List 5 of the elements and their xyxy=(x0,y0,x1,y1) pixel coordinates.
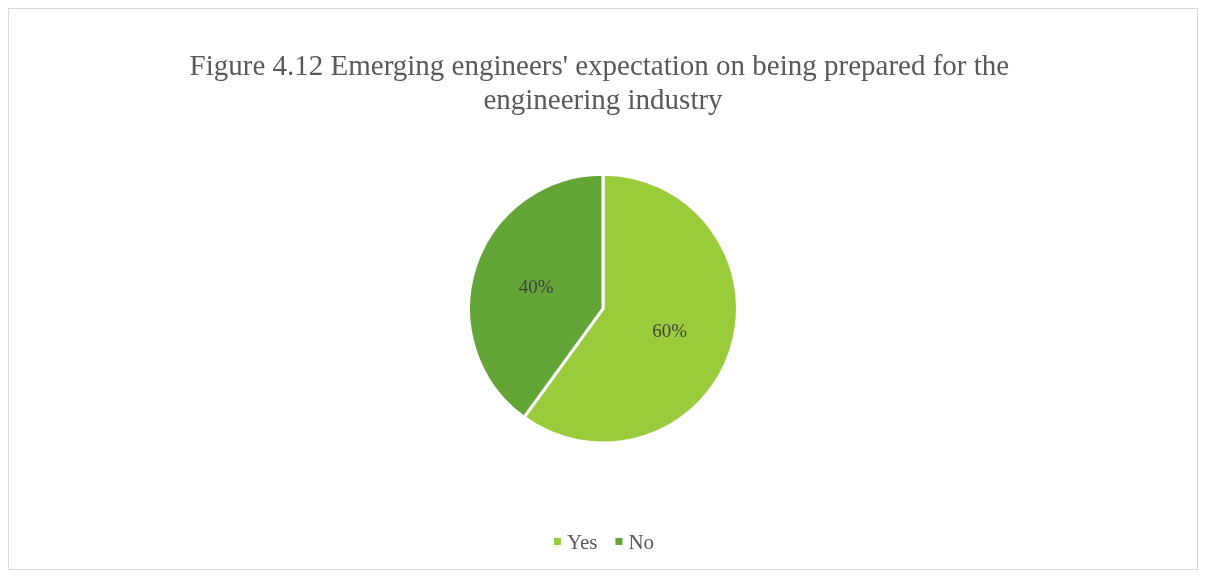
data-label: 40% xyxy=(518,276,554,298)
legend-label: No xyxy=(628,529,655,554)
data-label: 60% xyxy=(652,319,688,341)
legend-label: Yes xyxy=(566,529,598,554)
chart-title: Figure 4.12 Emerging engineers' expectation on being prepared for the engineering industry xyxy=(189,49,1017,115)
